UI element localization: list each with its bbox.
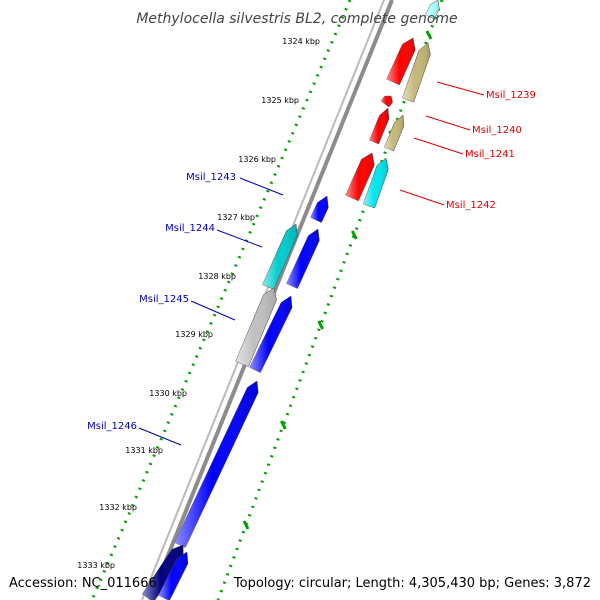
label-leader bbox=[138, 427, 182, 446]
gene-label: Msil_1241 bbox=[465, 149, 515, 160]
gene-msil-1242 bbox=[362, 157, 389, 209]
major-tick bbox=[425, 30, 433, 40]
scale-label: 1326 kbp bbox=[238, 155, 276, 164]
gene-label: Msil_1243 bbox=[186, 172, 236, 183]
gene-top-cyan bbox=[425, 0, 440, 20]
gene-features bbox=[141, 0, 440, 600]
label-leader bbox=[399, 189, 445, 206]
scale-label: 1330 kbp bbox=[149, 389, 187, 398]
label-leader bbox=[425, 115, 471, 131]
gene-label: Msil_1239 bbox=[486, 90, 536, 101]
gene-forward-3 bbox=[158, 551, 189, 600]
label-leader bbox=[190, 300, 236, 321]
major-tick bbox=[350, 230, 358, 240]
scale-label: 1324 kbp bbox=[282, 37, 320, 46]
map-title: Methylocella silvestris BL2, complete ge… bbox=[136, 11, 457, 27]
scale-label: 1327 kbp bbox=[217, 213, 255, 222]
label-leader bbox=[413, 137, 464, 155]
gene-label: Msil_1244 bbox=[165, 223, 215, 234]
label-leader bbox=[216, 229, 263, 248]
label-leader bbox=[436, 81, 485, 96]
genome-summary: Topology: circular; Length: 4,305,430 bp… bbox=[233, 576, 591, 591]
gene-red-2 bbox=[369, 107, 390, 145]
gene-red-3 bbox=[345, 152, 375, 202]
gene-msil-1239 bbox=[386, 37, 416, 86]
feature-labels: 1324 kbp 1325 kbp 1326 kbp 1327 kbp 1328 kbp… bbox=[77, 37, 536, 570]
gene-msil-1245 bbox=[235, 287, 277, 368]
accession-label: Accession: NC_011666 bbox=[9, 576, 157, 591]
scale-label: 1325 kbp bbox=[261, 96, 299, 105]
major-tick bbox=[242, 520, 250, 530]
gene-forward-1 bbox=[310, 195, 329, 223]
scale-label: 1332 kbp bbox=[99, 503, 137, 512]
scale-label: 1329 kbp bbox=[175, 330, 213, 339]
gene-msil-1246 bbox=[174, 380, 259, 548]
gene-msil-1241 bbox=[384, 114, 405, 152]
major-tick bbox=[317, 320, 325, 330]
scale-label: 1328 kbp bbox=[198, 272, 236, 281]
scale-label: 1333 kbp bbox=[77, 561, 115, 570]
gene-label: Msil_1245 bbox=[139, 294, 189, 305]
inner-tick-line bbox=[90, 0, 352, 600]
gene-msil-1244 bbox=[286, 228, 320, 289]
gene-msil-1243 bbox=[262, 223, 298, 290]
gene-label: Msil_1240 bbox=[472, 125, 522, 136]
gene-label: Msil_1246 bbox=[87, 421, 137, 432]
gene-forward-2 bbox=[249, 295, 293, 373]
gene-msil-1240-upper bbox=[401, 42, 431, 103]
scale-label: 1331 kbp bbox=[125, 446, 163, 455]
label-leader bbox=[239, 177, 284, 196]
major-tick bbox=[279, 420, 287, 430]
gene-small-red bbox=[380, 95, 393, 108]
gene-label: Msil_1242 bbox=[446, 200, 496, 211]
